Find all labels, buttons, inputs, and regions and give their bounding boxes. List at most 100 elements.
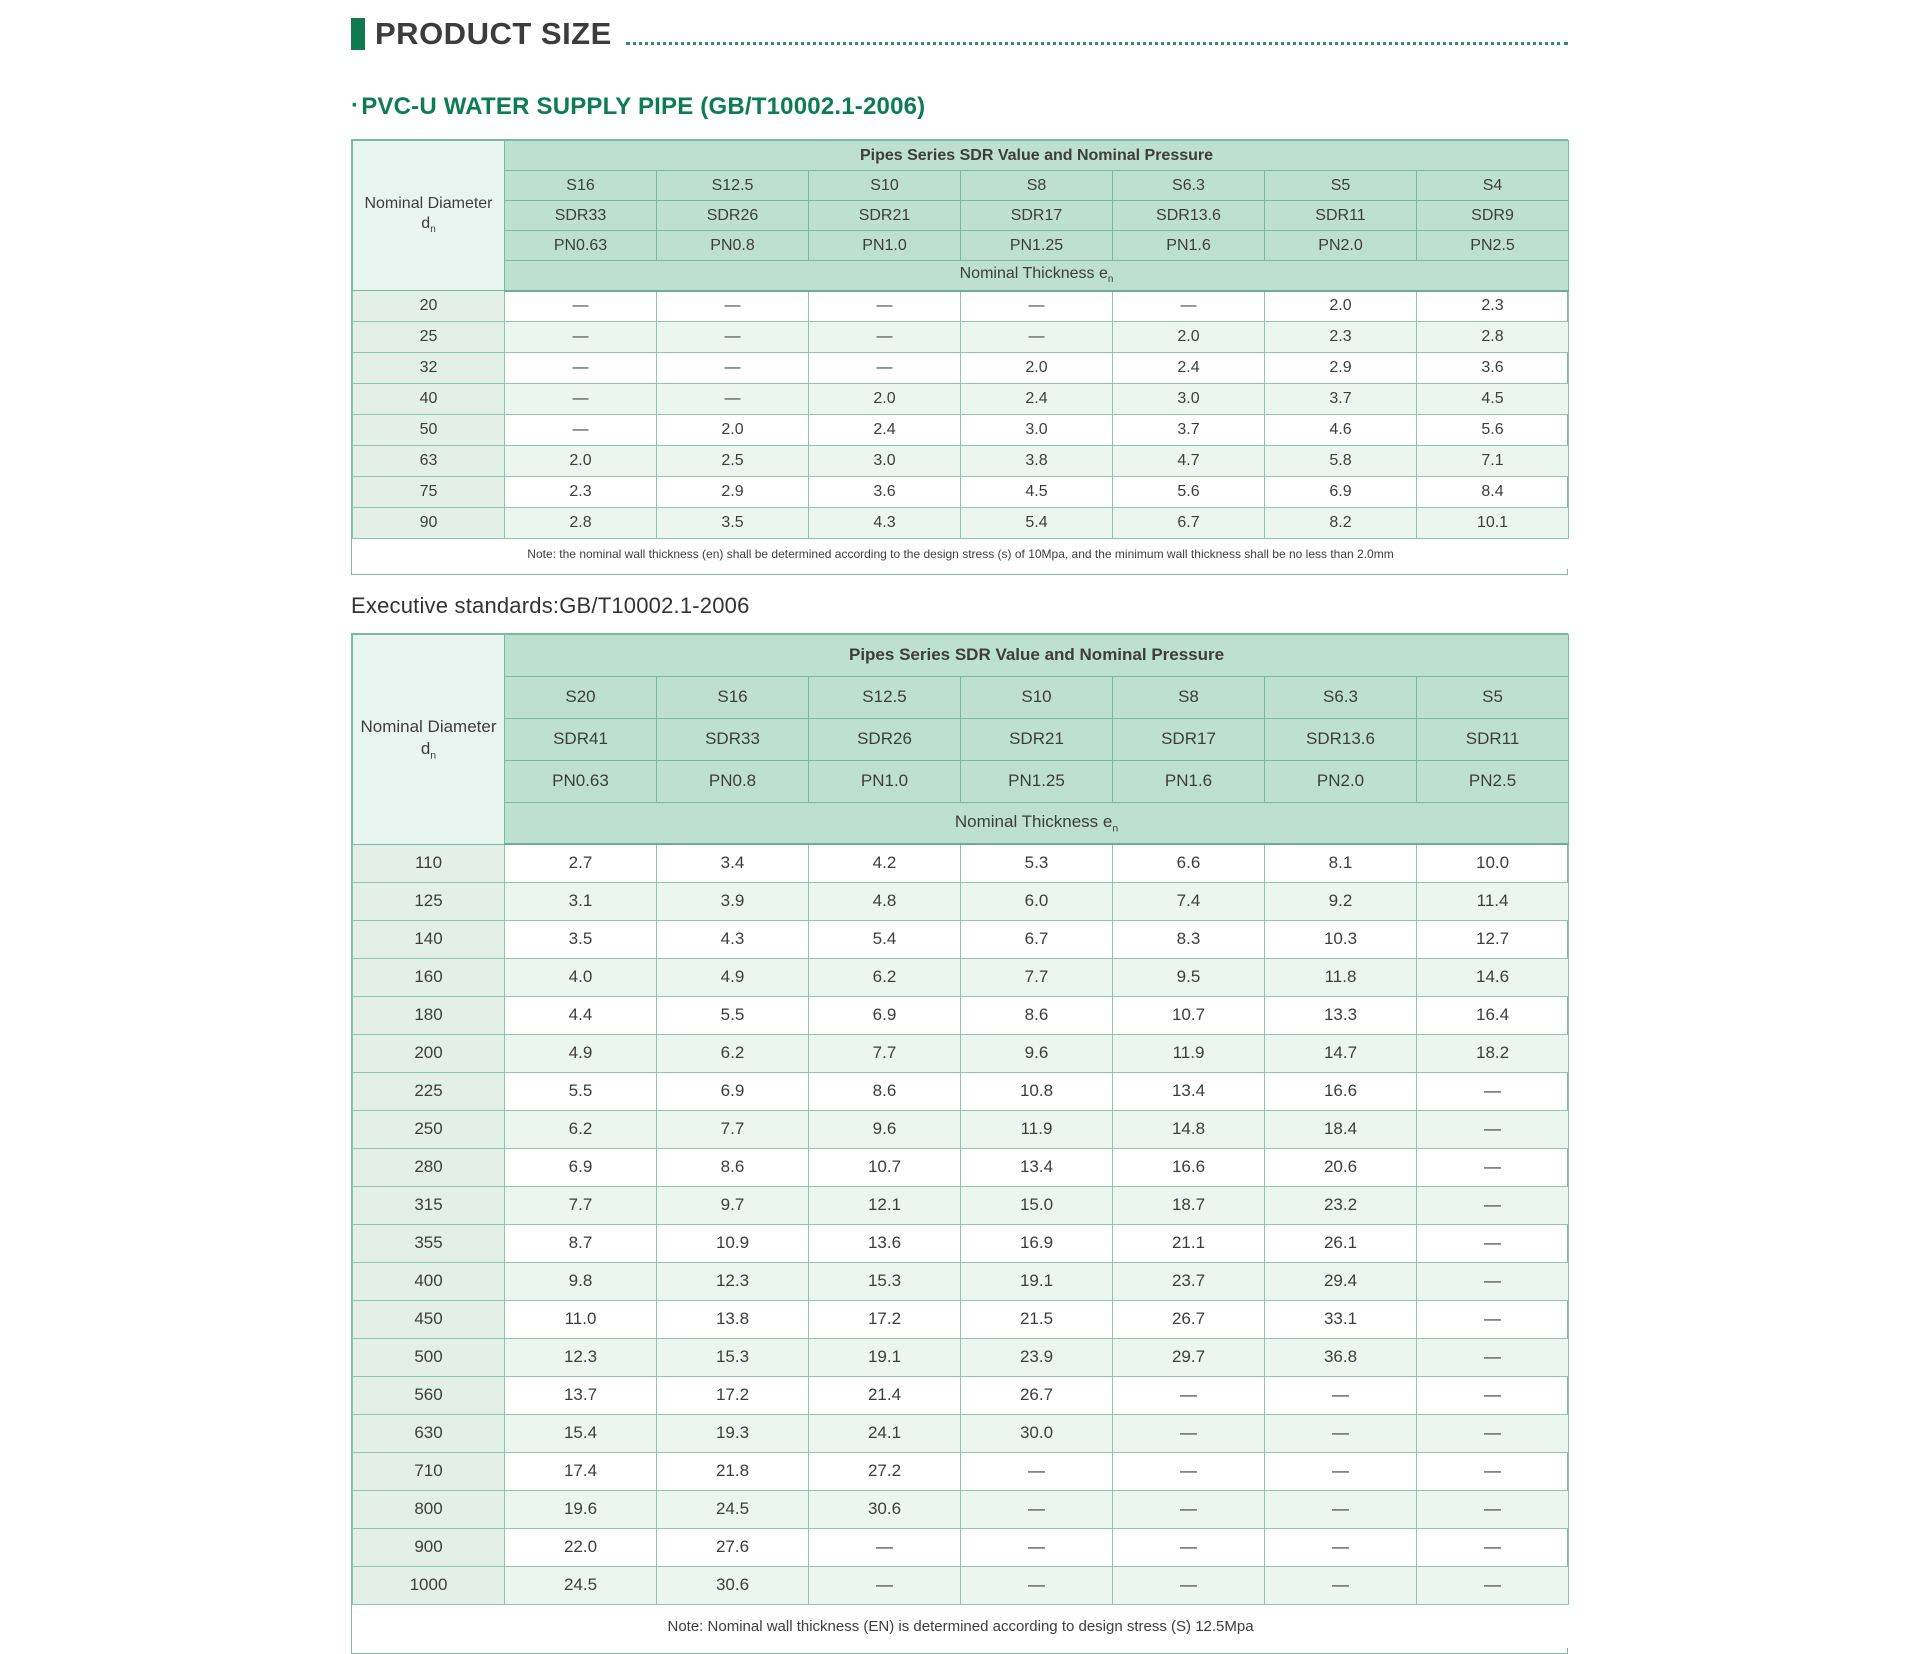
thickness-cell: — bbox=[960, 1451, 1113, 1491]
thickness-cell: 2.9 bbox=[1264, 352, 1417, 384]
diameter-cell: 125 bbox=[352, 881, 505, 921]
thickness-cell: 2.3 bbox=[1264, 321, 1417, 353]
diameter-cell: 25 bbox=[352, 321, 505, 353]
thickness-cell: 26.1 bbox=[1264, 1223, 1417, 1263]
diameter-cell: 630 bbox=[352, 1413, 505, 1453]
diameter-cell: 63 bbox=[352, 445, 505, 477]
s-series-cell: S10 bbox=[808, 170, 961, 201]
thickness-cell: 3.7 bbox=[1112, 414, 1265, 446]
thickness-cell: 3.6 bbox=[1416, 352, 1569, 384]
pn-cell: PN0.63 bbox=[504, 759, 657, 803]
thickness-cell: 8.2 bbox=[1264, 507, 1417, 539]
table-row: 63 2.0 2.5 3.0 3.8 4.7 5.8 7.1 bbox=[352, 445, 1569, 477]
thickness-cell: — bbox=[504, 290, 657, 322]
thickness-cell: — bbox=[1264, 1451, 1417, 1491]
thickness-cell: — bbox=[504, 352, 657, 384]
thickness-cell: 8.1 bbox=[1264, 843, 1417, 883]
thickness-cell: 7.7 bbox=[504, 1185, 657, 1225]
note-row: Note: Nominal wall thickness (EN) is det… bbox=[352, 1603, 1569, 1648]
diameter-header-cell: Nominal Diameter dn bbox=[352, 633, 505, 845]
diameter-header-label: Nominal Diameter bbox=[360, 716, 497, 736]
product-title: ·PVC-U WATER SUPPLY PIPE (GB/T10002.1-20… bbox=[351, 92, 1568, 121]
s-series-cell: S12.5 bbox=[808, 675, 961, 719]
diameter-cell: 710 bbox=[352, 1451, 505, 1491]
table-row: 450 11.0 13.8 17.2 21.5 26.7 33.1 — bbox=[352, 1299, 1570, 1339]
sdr-cell: SDR13.6 bbox=[1264, 717, 1417, 761]
thickness-cell: 26.7 bbox=[1112, 1299, 1265, 1339]
pn-cell: PN1.0 bbox=[808, 759, 961, 803]
diameter-cell: 32 bbox=[352, 352, 505, 384]
thickness-cell: 5.6 bbox=[1112, 476, 1265, 508]
thickness-cell: 23.9 bbox=[960, 1337, 1113, 1377]
thickness-cell: 3.8 bbox=[960, 445, 1113, 477]
diameter-header-symbol: dn bbox=[421, 215, 436, 236]
thickness-cell: — bbox=[656, 321, 809, 353]
s-series-cell: S10 bbox=[960, 675, 1113, 719]
thickness-cell: — bbox=[1415, 1071, 1570, 1111]
table-row: 40 — — 2.0 2.4 3.0 3.7 4.5 bbox=[352, 383, 1569, 415]
thickness-cell: — bbox=[1415, 1413, 1570, 1453]
thickness-cell: 4.5 bbox=[1416, 383, 1569, 415]
thickness-cell: 8.4 bbox=[1416, 476, 1569, 508]
thickness-header-cell: Nominal Thickness en bbox=[503, 801, 1570, 845]
thickness-cell: 6.2 bbox=[504, 1109, 657, 1149]
diameter-cell: 160 bbox=[352, 957, 505, 997]
thickness-cell: — bbox=[1264, 1489, 1417, 1529]
thickness-cell: — bbox=[504, 321, 657, 353]
table-row: 560 13.7 17.2 21.4 26.7 — — — bbox=[352, 1375, 1570, 1415]
thickness-cell: 9.2 bbox=[1264, 881, 1417, 921]
table-row: 50 — 2.0 2.4 3.0 3.7 4.6 5.6 bbox=[352, 414, 1569, 446]
thickness-cell: 6.9 bbox=[656, 1071, 809, 1111]
table-row: 180 4.4 5.5 6.9 8.6 10.7 13.3 16.4 bbox=[352, 995, 1570, 1035]
pn-cell: PN2.5 bbox=[1415, 759, 1570, 803]
table-row: 200 4.9 6.2 7.7 9.6 11.9 14.7 18.2 bbox=[352, 1033, 1570, 1073]
thickness-cell: — bbox=[808, 1565, 961, 1605]
thickness-cell: 2.5 bbox=[656, 445, 809, 477]
thickness-cell: 4.5 bbox=[960, 476, 1113, 508]
thickness-cell: 3.5 bbox=[656, 507, 809, 539]
thickness-cell: 4.3 bbox=[808, 507, 961, 539]
thickness-cell: 20.6 bbox=[1264, 1147, 1417, 1187]
table-row: 355 8.7 10.9 13.6 16.9 21.1 26.1 — bbox=[352, 1223, 1570, 1263]
thickness-cell: 9.5 bbox=[1112, 957, 1265, 997]
thickness-cell: — bbox=[1415, 1527, 1570, 1567]
thickness-cell: 21.1 bbox=[1112, 1223, 1265, 1263]
table-row: 110 2.7 3.4 4.2 5.3 6.6 8.1 10.0 bbox=[352, 843, 1570, 883]
thickness-cell: 2.0 bbox=[656, 414, 809, 446]
accent-bar bbox=[351, 18, 365, 50]
pn-row: PN0.63 PN0.8 PN1.0 PN1.25 PN1.6 PN2.0 PN2.5 bbox=[353, 230, 1569, 261]
thickness-cell: 2.0 bbox=[808, 383, 961, 415]
thickness-cell: 10.0 bbox=[1415, 843, 1570, 883]
thickness-cell: — bbox=[1415, 1261, 1570, 1301]
sdr-cell: SDR17 bbox=[1112, 717, 1265, 761]
s-series-cell: S8 bbox=[960, 170, 1113, 201]
thickness-cell: 8.3 bbox=[1112, 919, 1265, 959]
thickness-cell: 10.3 bbox=[1264, 919, 1417, 959]
thickness-cell: — bbox=[808, 352, 961, 384]
s-series-cell: S4 bbox=[1416, 170, 1569, 201]
thickness-cell: 6.7 bbox=[1112, 507, 1265, 539]
thickness-cell: — bbox=[1112, 290, 1265, 322]
pn-cell: PN2.0 bbox=[1264, 759, 1417, 803]
thickness-cell: 26.7 bbox=[960, 1375, 1113, 1415]
table-row: 32 — — — 2.0 2.4 2.9 3.6 bbox=[352, 352, 1569, 384]
diameter-cell: 110 bbox=[352, 843, 505, 883]
pn-cell: PN2.0 bbox=[1264, 230, 1417, 261]
table-note: Note: Nominal wall thickness (EN) is det… bbox=[352, 1603, 1569, 1648]
thickness-cell: 6.2 bbox=[808, 957, 961, 997]
pn-row: PN0.63 PN0.8 PN1.0 PN1.25 PN1.6 PN2.0 PN2.5 bbox=[353, 759, 1570, 803]
thickness-cell: 11.9 bbox=[1112, 1033, 1265, 1073]
sdr-cell: SDR33 bbox=[656, 717, 809, 761]
thickness-cell: 4.9 bbox=[504, 1033, 657, 1073]
thickness-cell: 2.4 bbox=[1112, 352, 1265, 384]
thickness-cell: 16.6 bbox=[1264, 1071, 1417, 1111]
diameter-cell: 40 bbox=[352, 383, 505, 415]
s-series-cell: S12.5 bbox=[656, 170, 809, 201]
thickness-cell: 2.4 bbox=[808, 414, 961, 446]
thickness-cell: 3.1 bbox=[504, 881, 657, 921]
thickness-header-row: Nominal Thickness en bbox=[353, 260, 1569, 292]
thickness-cell: 24.5 bbox=[656, 1489, 809, 1529]
diameter-cell: 200 bbox=[352, 1033, 505, 1073]
diameter-cell: 75 bbox=[352, 476, 505, 508]
thickness-cell: 5.6 bbox=[1416, 414, 1569, 446]
